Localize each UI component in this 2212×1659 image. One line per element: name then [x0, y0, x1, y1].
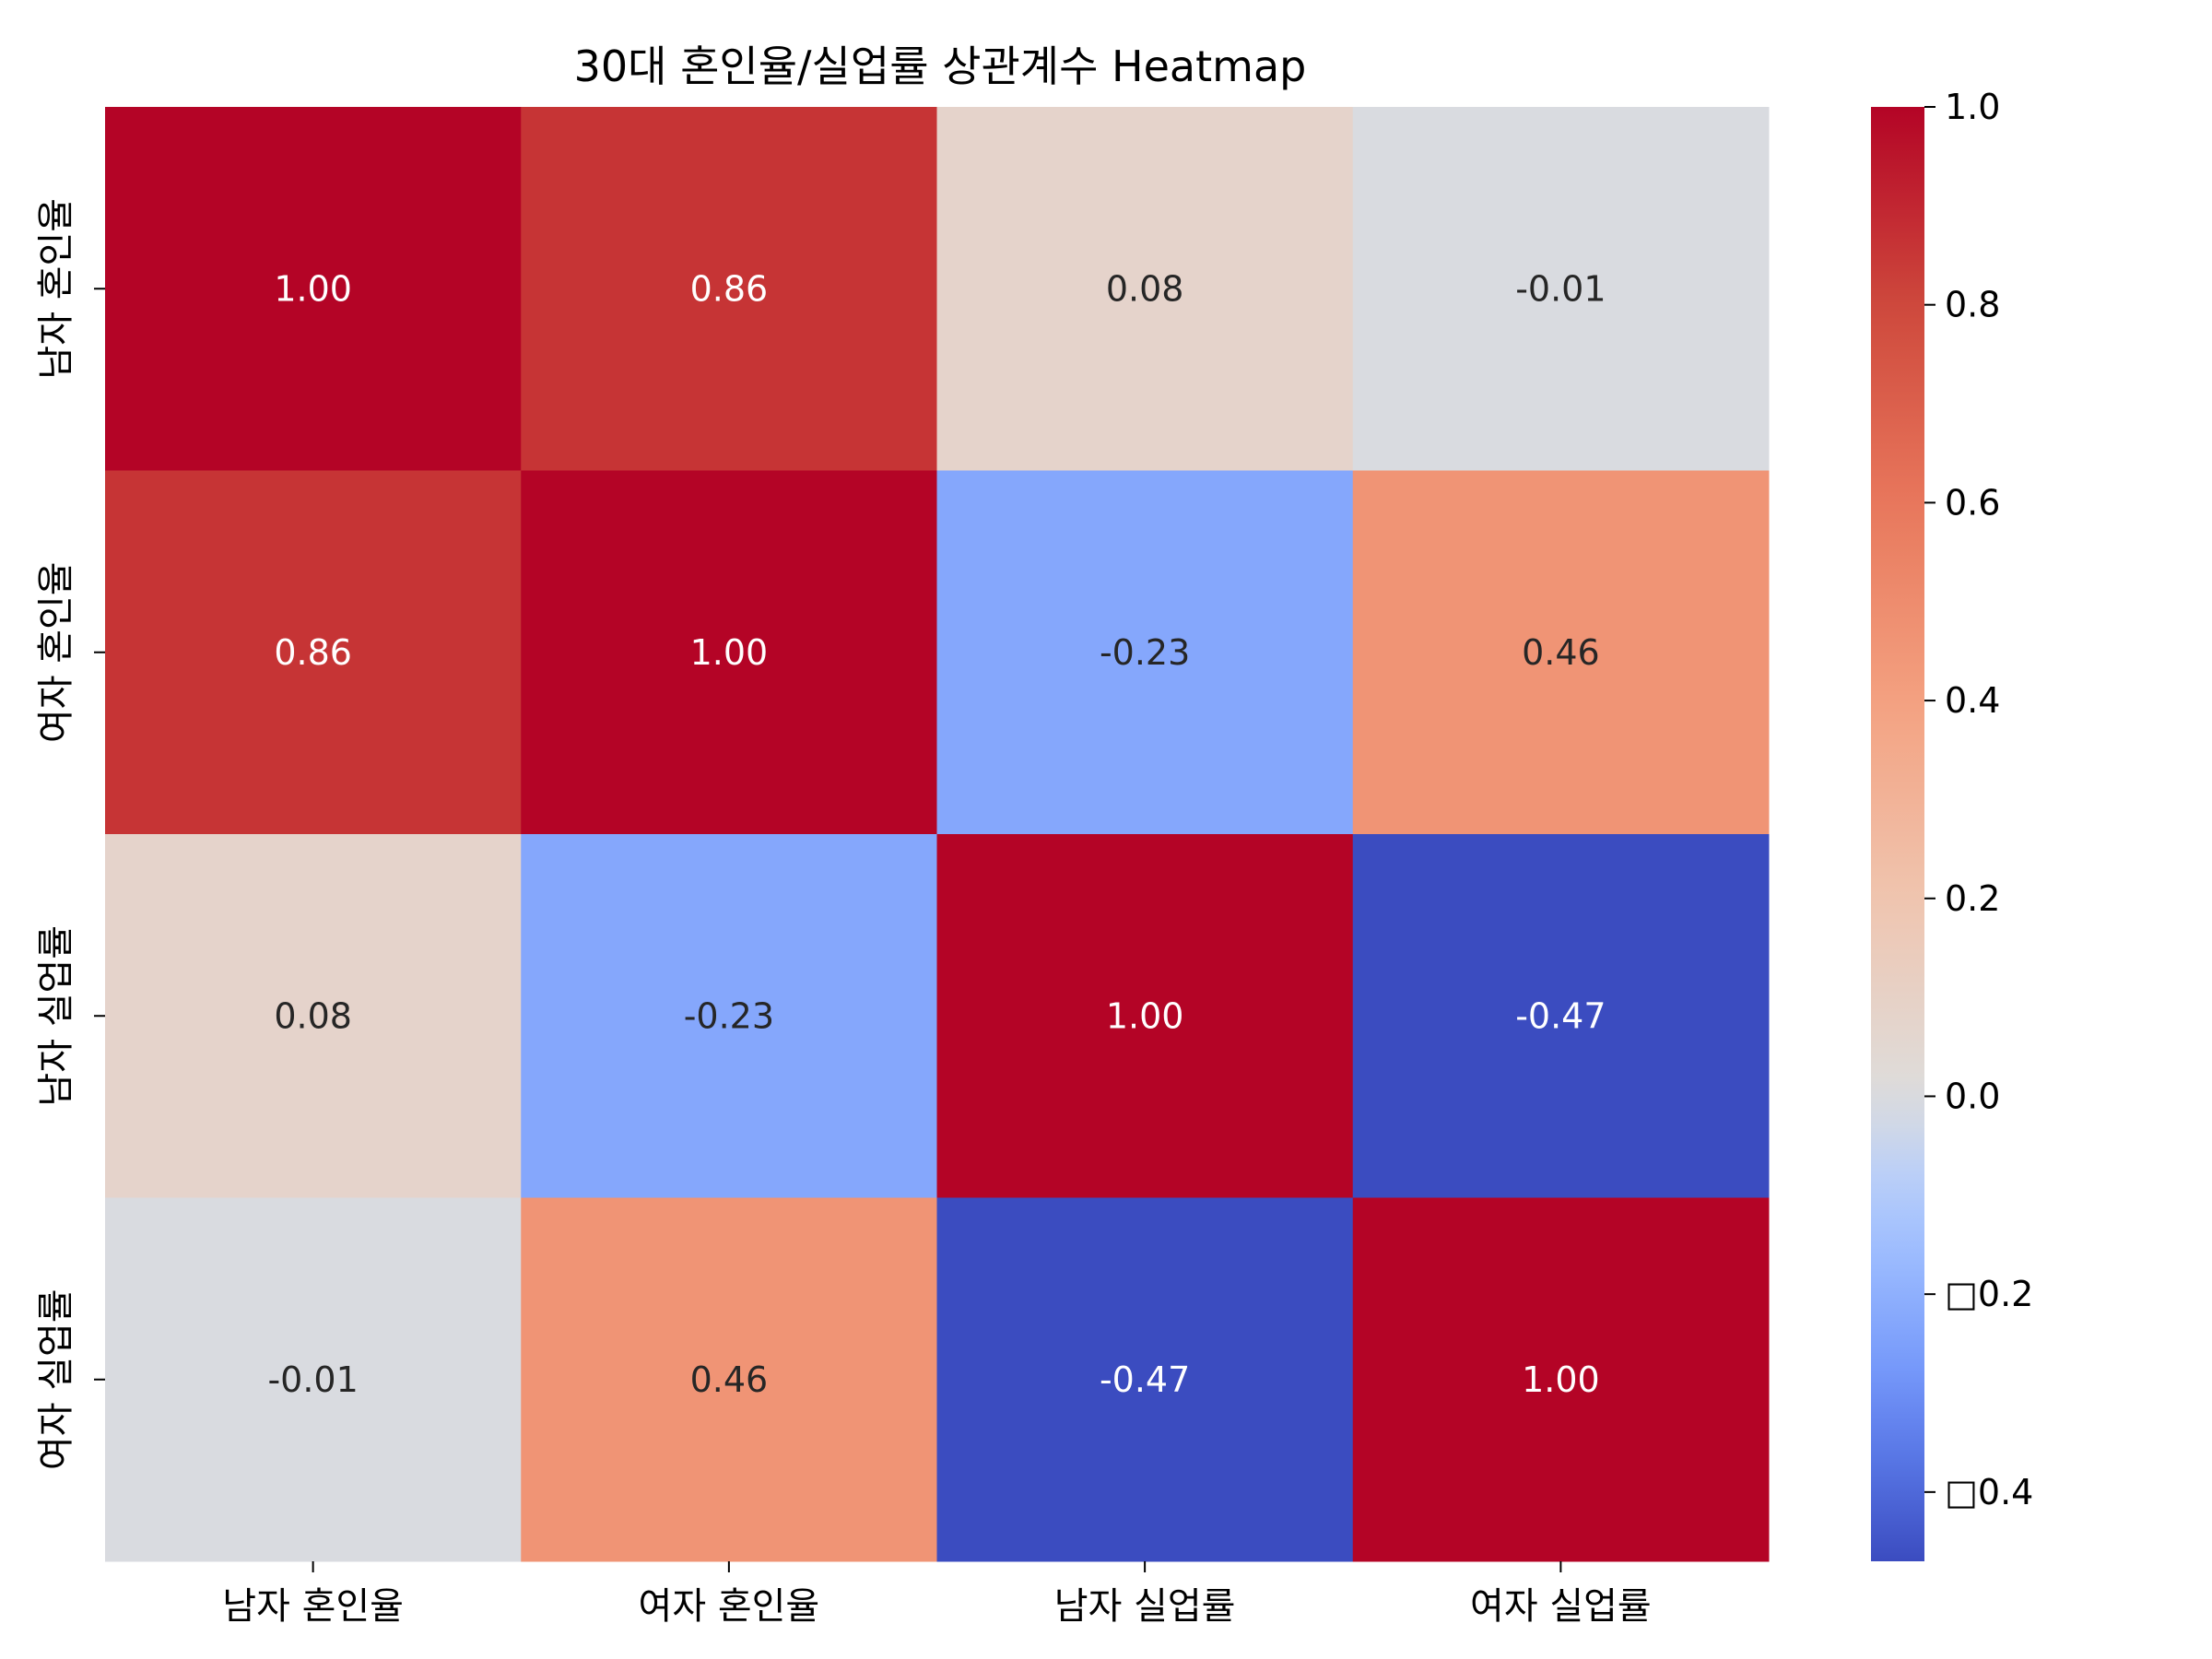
- column-tick-label: 남자 혼인율: [222, 1585, 404, 1628]
- cell-annotation: 1.00: [690, 632, 769, 673]
- column-tick-label: 남자 실업률: [1054, 1585, 1236, 1628]
- column-tick-labels: 남자 혼인율 여자 혼인율 남자 실업률 여자 실업률: [222, 1561, 1651, 1628]
- row-tick-label: 남자 혼인율: [35, 198, 77, 380]
- colorbar-tick-label: □0.4: [1945, 1472, 2033, 1512]
- cell-annotation: 0.86: [690, 268, 769, 309]
- colorbar: 1.0 0.8 0.6 0.4 0.2 0.0 □0.2 □0.4: [1871, 87, 2033, 1561]
- row-tick-label: 여자 혼인율: [35, 561, 77, 743]
- colorbar-gradient: [1871, 107, 1924, 1561]
- cell-annotation: 0.86: [274, 632, 352, 673]
- cell-annotation: 0.08: [1106, 268, 1184, 309]
- column-tick-label: 여자 혼인율: [639, 1585, 820, 1628]
- cell-annotation: -0.47: [1100, 1359, 1190, 1400]
- chart-title: 30대 혼인율/실업률 상관계수 Heatmap: [574, 41, 1307, 91]
- colorbar-tick-label: □0.2: [1945, 1274, 2033, 1314]
- colorbar-ticks: 1.0 0.8 0.6 0.4 0.2 0.0 □0.2 □0.4: [1924, 87, 2033, 1512]
- cell-annotation: -0.01: [267, 1359, 358, 1400]
- cell-annotation: 1.00: [274, 268, 352, 309]
- colorbar-tick-label: 0.8: [1945, 285, 2000, 325]
- cell-annotation: 0.46: [1522, 632, 1600, 673]
- cell-annotation: -0.01: [1515, 268, 1606, 309]
- cell-annotation: 1.00: [1106, 995, 1184, 1036]
- row-tick-label: 남자 실업률: [35, 925, 77, 1107]
- colorbar-tick-label: 1.0: [1945, 87, 2000, 127]
- colorbar-tick-label: 0.6: [1945, 482, 2000, 523]
- cell-annotation: 0.08: [274, 995, 352, 1036]
- cell-annotation: -0.23: [684, 995, 774, 1036]
- cell-annotation: 1.00: [1522, 1359, 1600, 1400]
- cell-annotation: -0.47: [1515, 995, 1606, 1036]
- cell-annotation: 0.46: [690, 1359, 769, 1400]
- row-tick-label: 여자 실업률: [35, 1288, 77, 1470]
- cell-annotation: -0.23: [1100, 632, 1190, 673]
- heatmap-cells: 1.00 0.86 0.08 -0.01 0.86 1.00 -0.23 0.46 0.08 -0…: [105, 107, 1770, 1562]
- colorbar-tick-label: 0.0: [1945, 1076, 2000, 1116]
- column-tick-label: 여자 실업률: [1470, 1585, 1652, 1628]
- colorbar-tick-label: 0.4: [1945, 680, 2000, 721]
- colorbar-tick-label: 0.2: [1945, 878, 2000, 919]
